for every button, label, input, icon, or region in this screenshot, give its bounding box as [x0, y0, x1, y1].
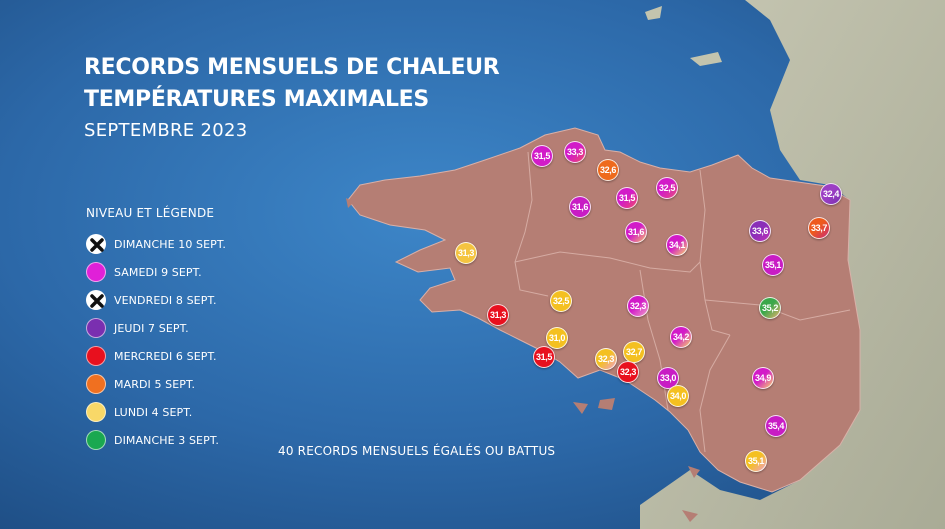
station-marker[interactable]: 33,6 [749, 220, 771, 242]
legend-item: JEUDI 7 SEPT. [86, 317, 189, 339]
station-marker[interactable]: 35,4 [765, 415, 787, 437]
station-marker[interactable]: 33,3 [564, 141, 586, 163]
station-marker[interactable]: 31,6 [569, 196, 591, 218]
station-marker[interactable]: 32,4 [820, 183, 842, 205]
station-marker[interactable]: 34,9 [752, 367, 774, 389]
station-marker[interactable]: 35,2 [759, 297, 781, 319]
map-title-line2: TEMPÉRATURES MAXIMALES [84, 87, 429, 112]
station-marker[interactable]: 34,1 [666, 234, 688, 256]
station-marker[interactable]: 31,3 [455, 242, 477, 264]
station-marker[interactable]: 32,5 [550, 290, 572, 312]
station-marker[interactable]: 32,3 [617, 361, 639, 383]
station-marker[interactable]: 32,6 [597, 159, 619, 181]
legend-item: DIMANCHE 3 SEPT. [86, 429, 219, 451]
map-title-date: SEPTEMBRE 2023 [84, 120, 248, 141]
legend-item-label: LUNDI 4 SEPT. [114, 405, 193, 419]
station-marker[interactable]: 34,2 [670, 326, 692, 348]
brittany-land [347, 127, 861, 493]
map-title-line1: RECORDS MENSUELS DE CHALEUR [84, 55, 500, 80]
legend-item-label: JEUDI 7 SEPT. [114, 321, 189, 335]
dot-icon [86, 402, 106, 422]
legend-item-label: DIMANCHE 3 SEPT. [114, 433, 219, 447]
station-marker[interactable]: 34,0 [667, 385, 689, 407]
station-marker[interactable]: 31,3 [487, 304, 509, 326]
station-marker[interactable]: 32,3 [627, 295, 649, 317]
records-count-note: 40 RECORDS MENSUELS ÉGALÉS OU BATTUS [278, 444, 556, 458]
station-marker[interactable]: 31,5 [616, 187, 638, 209]
legend-item: VENDREDI 8 SEPT. [86, 289, 217, 311]
station-marker[interactable]: 32,7 [623, 341, 645, 363]
legend-item-label: MARDI 5 SEPT. [114, 377, 196, 391]
legend-item-label: VENDREDI 8 SEPT. [114, 293, 217, 307]
station-marker[interactable]: 31,5 [531, 145, 553, 167]
station-marker[interactable]: 31,0 [546, 327, 568, 349]
dot-icon [86, 346, 106, 366]
legend-item-label: SAMEDI 9 SEPT. [114, 265, 202, 279]
dot-icon [86, 262, 106, 282]
station-marker[interactable]: 31,5 [533, 346, 555, 368]
station-marker[interactable]: 35,1 [745, 450, 767, 472]
station-marker[interactable]: 33,7 [808, 217, 830, 239]
legend-item-label: MERCREDI 6 SEPT. [114, 349, 217, 363]
dot-icon [86, 318, 106, 338]
legend-item: SAMEDI 9 SEPT. [86, 261, 202, 283]
legend-title: NIVEAU ET LÉGENDE [86, 206, 215, 220]
legend-item-label: DIMANCHE 10 SEPT. [114, 237, 227, 251]
legend-item: MERCREDI 6 SEPT. [86, 345, 217, 367]
station-marker[interactable]: 32,5 [656, 177, 678, 199]
station-marker[interactable]: 35,1 [762, 254, 784, 276]
legend-item: LUNDI 4 SEPT. [86, 401, 192, 423]
cross-icon [86, 290, 106, 310]
dot-icon [86, 374, 106, 394]
cross-icon [86, 234, 106, 254]
dot-icon [86, 430, 106, 450]
station-marker[interactable]: 33,0 [657, 367, 679, 389]
legend-item: DIMANCHE 10 SEPT. [86, 233, 226, 255]
continent-land [640, 0, 945, 529]
legend-item: MARDI 5 SEPT. [86, 373, 195, 395]
station-marker[interactable]: 32,3 [595, 348, 617, 370]
station-marker[interactable]: 31,6 [625, 221, 647, 243]
